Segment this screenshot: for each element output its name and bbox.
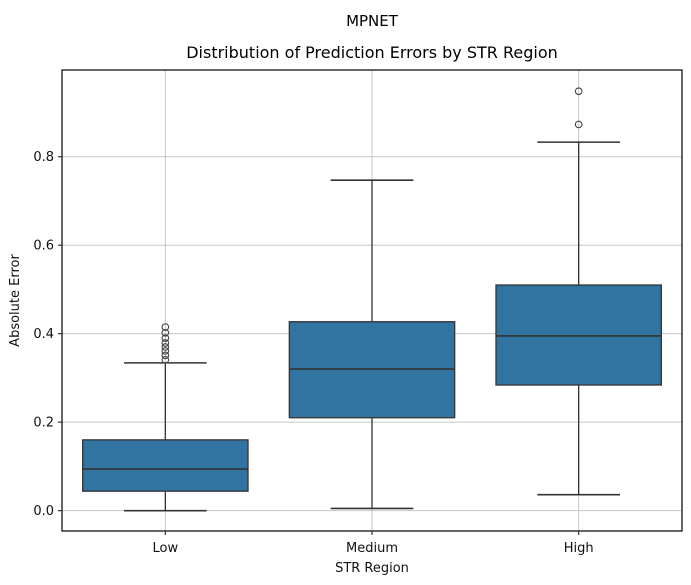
outlier-point [161, 323, 170, 331]
x-tick-label-low: Low [153, 541, 179, 556]
outlier-point [161, 339, 170, 347]
box-medium [288, 179, 456, 510]
outlier-point [161, 351, 170, 360]
ticks: 0.0 0.2 0.4 0.6 0.8 Low Medium High [33, 150, 593, 556]
y-tick-label: 0.8 [33, 150, 54, 165]
outlier-point [161, 334, 170, 342]
box-high [495, 87, 662, 496]
outlier-point [161, 355, 170, 364]
y-axis-label: Absolute Error [8, 254, 23, 347]
iqr-box [82, 439, 249, 492]
y-tick-label: 0.4 [33, 327, 54, 342]
y-tick-label: 0.6 [33, 239, 54, 254]
outlier-point [574, 120, 583, 129]
y-tick-label: 0.2 [33, 416, 54, 431]
axes-title: Distribution of Prediction Errors by STR… [186, 43, 558, 62]
outlier-point [161, 328, 170, 337]
y-tick-label: 0.0 [33, 504, 54, 519]
x-axis-label: STR Region [335, 561, 409, 576]
outlier-point [161, 343, 170, 351]
box-low [82, 323, 249, 512]
iqr-box [495, 284, 662, 386]
outlier-point [161, 347, 170, 355]
x-tick-label-medium: Medium [346, 541, 398, 556]
x-tick-label-high: High [564, 541, 594, 556]
figure-suptitle: MPNET [346, 12, 398, 30]
outlier-point [574, 87, 583, 96]
